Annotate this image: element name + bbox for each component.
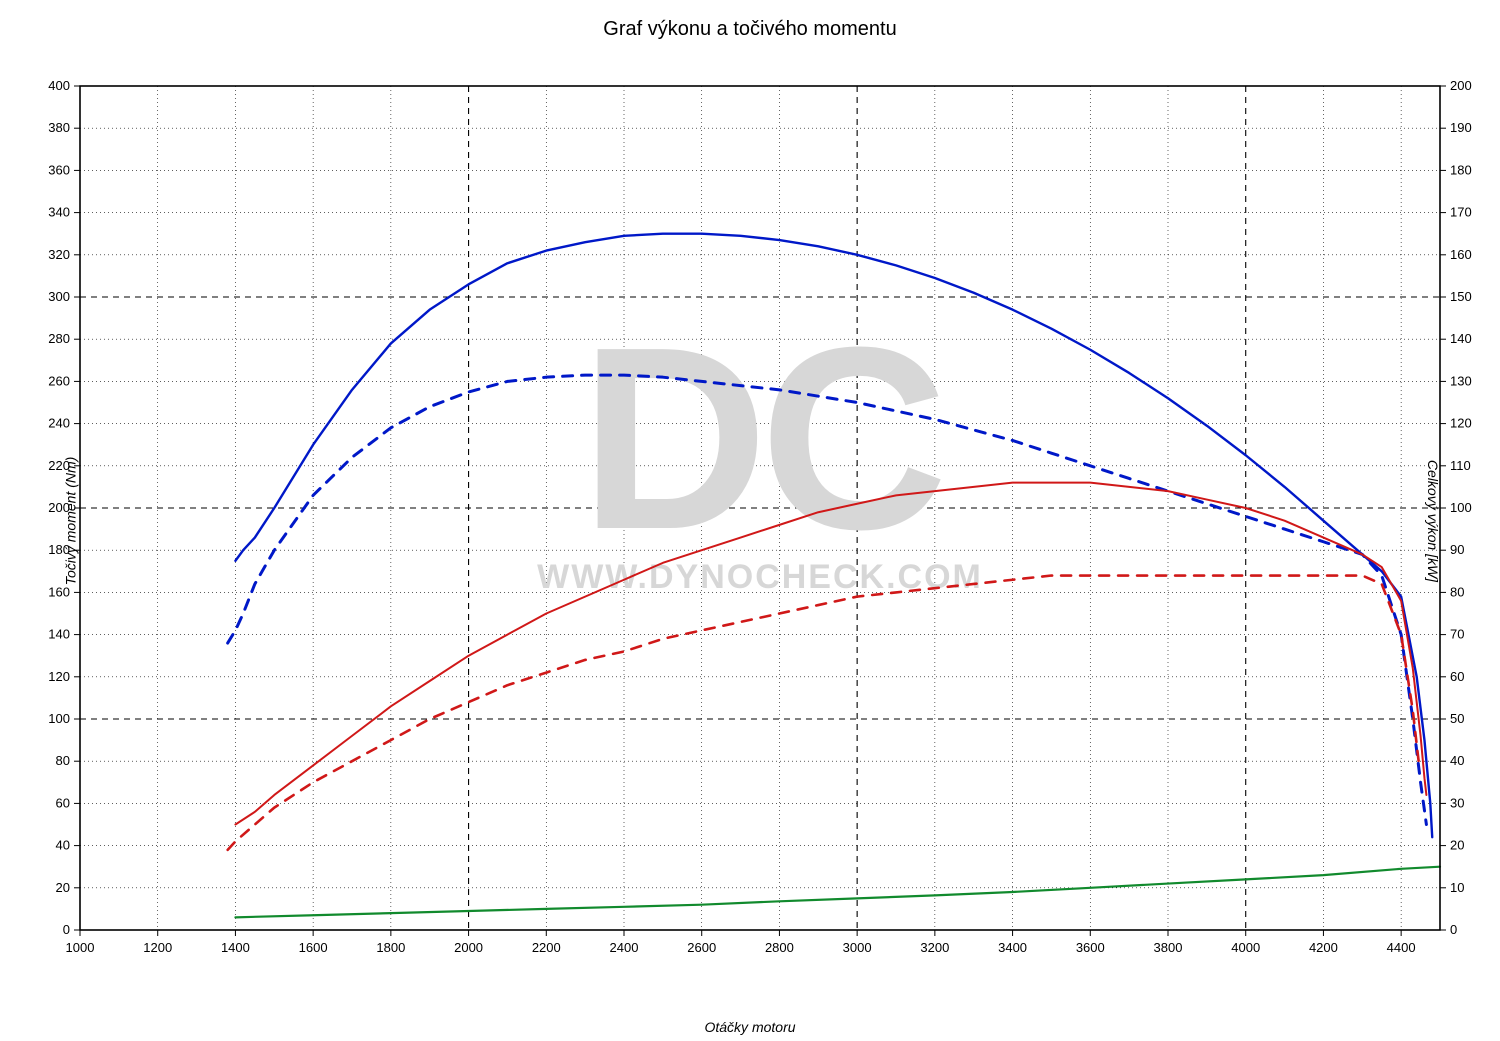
y-left-tick-label: 320 <box>48 247 70 262</box>
y-axis-left-label: Točivý moment (Nm) <box>62 456 78 585</box>
x-tick-label: 4000 <box>1231 940 1260 955</box>
y-right-tick-label: 180 <box>1450 162 1472 177</box>
y-left-tick-label: 260 <box>48 373 70 388</box>
x-tick-label: 1800 <box>376 940 405 955</box>
y-left-tick-label: 120 <box>48 669 70 684</box>
y-right-tick-label: 200 <box>1450 78 1472 93</box>
y-left-tick-label: 20 <box>56 880 70 895</box>
y-left-tick-label: 140 <box>48 627 70 642</box>
y-right-tick-label: 50 <box>1450 711 1464 726</box>
x-tick-label: 1200 <box>143 940 172 955</box>
y-right-tick-label: 10 <box>1450 880 1464 895</box>
y-left-tick-label: 100 <box>48 711 70 726</box>
y-left-tick-label: 360 <box>48 162 70 177</box>
x-tick-label: 2600 <box>687 940 716 955</box>
x-axis-label: Otáčky motoru <box>704 1019 795 1035</box>
x-tick-label: 3400 <box>998 940 1027 955</box>
y-left-tick-label: 340 <box>48 205 70 220</box>
y-left-tick-label: 280 <box>48 331 70 346</box>
y-right-tick-label: 110 <box>1450 458 1471 473</box>
y-right-tick-label: 20 <box>1450 838 1464 853</box>
x-tick-label: 3000 <box>843 940 872 955</box>
x-tick-label: 2200 <box>532 940 561 955</box>
y-left-tick-label: 40 <box>56 838 70 853</box>
y-left-tick-label: 300 <box>48 289 70 304</box>
y-right-tick-label: 80 <box>1450 584 1464 599</box>
x-tick-label: 3600 <box>1076 940 1105 955</box>
y-right-tick-label: 150 <box>1450 289 1472 304</box>
chart-title: Graf výkonu a točivého momentu <box>603 18 896 41</box>
x-tick-label: 2000 <box>454 940 483 955</box>
y-left-tick-label: 60 <box>56 795 70 810</box>
y-left-tick-label: 400 <box>48 78 70 93</box>
y-right-tick-label: 0 <box>1450 922 1457 937</box>
y-right-tick-label: 170 <box>1450 205 1472 220</box>
x-tick-label: 2400 <box>610 940 639 955</box>
x-tick-label: 1600 <box>299 940 328 955</box>
x-tick-label: 3200 <box>920 940 949 955</box>
y-left-tick-label: 160 <box>48 584 70 599</box>
dyno-chart: Graf výkonu a točivého momentu DCWWW.DYN… <box>0 0 1500 1041</box>
x-tick-label: 4400 <box>1387 940 1416 955</box>
y-right-tick-label: 40 <box>1450 753 1464 768</box>
y-right-tick-label: 90 <box>1450 542 1464 557</box>
y-right-tick-label: 130 <box>1450 373 1472 388</box>
y-left-tick-label: 0 <box>63 922 70 937</box>
y-right-tick-label: 100 <box>1450 500 1472 515</box>
x-tick-label: 4200 <box>1309 940 1338 955</box>
y-left-tick-label: 240 <box>48 416 70 431</box>
x-tick-label: 1400 <box>221 940 250 955</box>
y-right-tick-label: 120 <box>1450 416 1472 431</box>
series-power_stock <box>228 576 1419 850</box>
x-tick-label: 2800 <box>765 940 794 955</box>
y-left-tick-label: 80 <box>56 753 70 768</box>
y-left-tick-label: 380 <box>48 120 70 135</box>
x-tick-label: 1000 <box>66 940 95 955</box>
series-losses <box>235 867 1440 918</box>
y-right-tick-label: 60 <box>1450 669 1464 684</box>
chart-svg: DCWWW.DYNOCHECK.COM100012001400160018002… <box>0 0 1500 1041</box>
y-right-tick-label: 160 <box>1450 247 1472 262</box>
y-right-tick-label: 140 <box>1450 331 1472 346</box>
y-right-tick-label: 70 <box>1450 627 1464 642</box>
x-tick-label: 3800 <box>1154 940 1183 955</box>
watermark-main: DC <box>580 294 943 584</box>
y-right-tick-label: 190 <box>1450 120 1472 135</box>
y-right-tick-label: 30 <box>1450 795 1464 810</box>
y-axis-right-label: Celkový výkon [kW] <box>1425 459 1441 581</box>
